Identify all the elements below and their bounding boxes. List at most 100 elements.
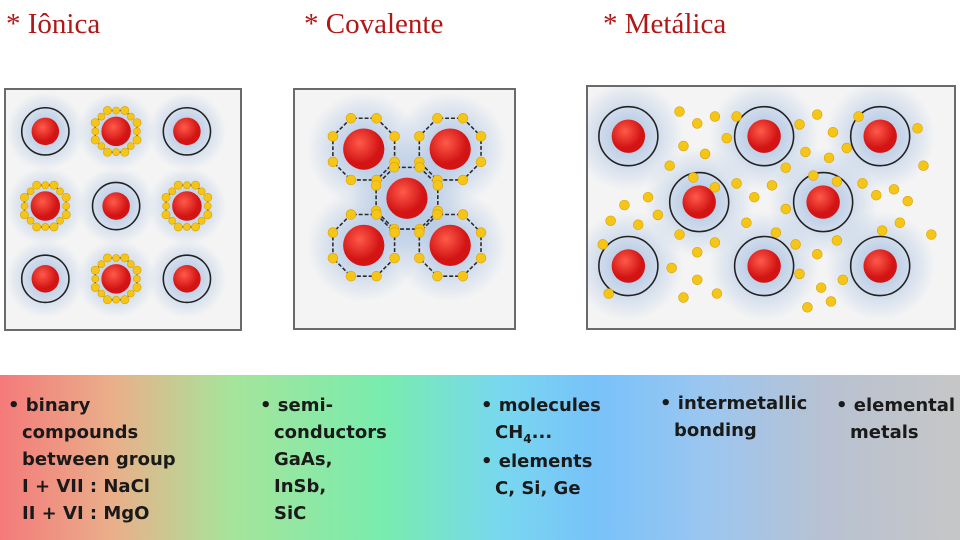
electron [664,160,675,171]
electron [112,295,120,304]
electron [41,181,50,190]
ion-core [31,117,60,146]
column-line: InSb, [274,476,327,497]
ion-core [863,119,897,153]
electron [414,131,425,142]
electron [132,118,142,128]
electron-shell-ring [733,105,795,167]
electron [619,199,630,211]
electron [162,202,170,210]
ion-core [747,119,781,153]
ion-core [806,185,840,219]
electron [327,227,339,238]
electron [794,268,805,280]
electron [61,210,71,220]
ion-core [102,192,130,220]
electron [692,118,703,129]
electron [876,225,888,236]
electron [475,156,487,168]
electron [457,174,469,186]
formula-subscript: 4 [523,432,532,446]
electron [91,127,100,136]
electron [345,209,357,220]
electron [692,247,703,258]
electron [831,176,843,187]
column-line: • semi- [260,395,334,416]
column-line: II + VI : MgO [22,503,150,524]
electron [120,253,130,263]
ion-core [386,177,428,219]
ion-core [31,265,60,293]
electron [112,148,120,156]
classification-band [0,375,960,540]
electron [173,222,183,232]
electron [327,252,339,264]
metallic-lattice-diagram [588,87,937,322]
electron-shell-ring [598,105,659,167]
electron [926,229,937,240]
electron [49,222,59,232]
electron [731,111,742,122]
electron [327,131,339,142]
electron [371,270,382,282]
electron-shell-ring [91,181,141,231]
electron [831,235,843,246]
electron [457,209,469,220]
electron [168,216,177,225]
electron [103,106,112,115]
metallic-lattice-panel [586,85,956,330]
electron [603,288,614,299]
electron [871,189,882,201]
electron [345,113,357,124]
electron [432,113,443,124]
column-line: SiC [274,503,307,524]
electron [126,289,135,298]
electron [126,260,135,268]
formula-tail: ... [531,422,553,443]
electron [97,289,106,298]
ion-core [611,249,646,283]
electron [161,192,171,202]
column-line: • molecules [481,395,601,416]
electron [815,282,827,293]
electron [20,210,29,220]
electron [103,253,112,263]
electron [173,180,183,190]
electron [902,195,913,207]
electron [918,160,929,171]
electron [790,239,801,250]
electron [97,260,106,268]
electron [90,265,100,275]
electron [414,162,425,173]
electron [475,252,487,264]
ion-core [101,264,131,294]
electron [888,184,900,195]
covalent-lattice-panel [293,88,516,330]
electron-shell-ring [162,254,212,304]
electron [20,192,29,202]
electron [103,295,112,305]
electron [90,283,100,292]
ion-core [173,117,201,146]
electron [26,216,35,225]
electron [161,210,171,220]
electron [97,112,106,121]
electron [678,140,689,152]
electron-shell-ring [792,171,854,233]
electron-shell-ring [733,235,795,297]
column-line: • elemental [836,395,956,416]
column-line: I + VII : NaCl [22,476,150,497]
electron [20,202,29,210]
electron [632,219,644,230]
electron [414,252,425,264]
electron [605,215,616,226]
electron-shell-ring [849,105,911,167]
formula-ch4: CH4... [481,419,601,448]
electron [812,109,823,120]
electron [678,292,689,303]
electron [389,252,400,264]
electron [32,222,42,232]
title-ionic: * Iônica [6,8,101,40]
column-line: bonding [674,420,757,441]
column-binary-compounds: • binary compounds between group I + VII… [8,392,176,527]
